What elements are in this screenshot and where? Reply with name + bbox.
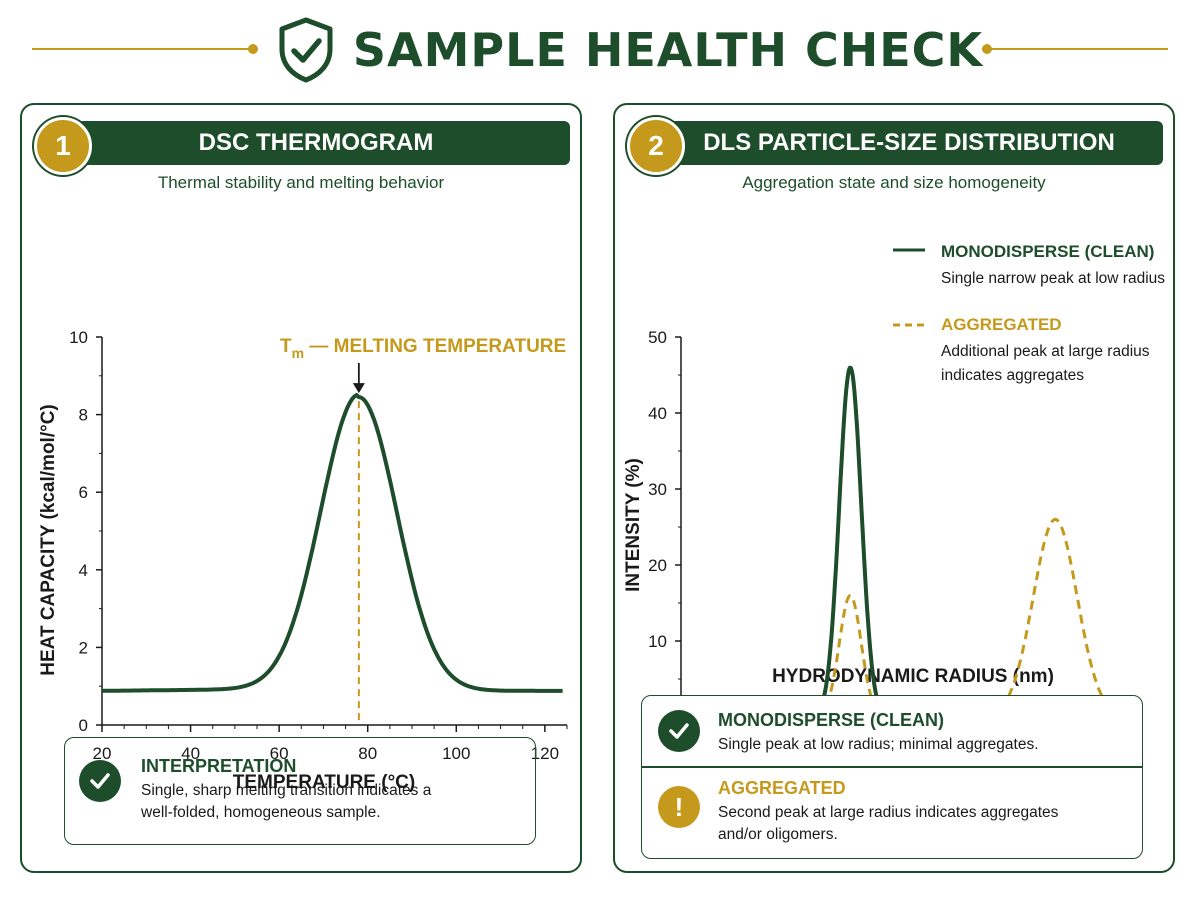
legend-name-aggregated: AGGREGATED [941, 315, 1062, 334]
dls-y-tick-label: 30 [648, 480, 667, 499]
page-header: SAMPLE HEALTH CHECK [0, 0, 1200, 100]
legend-name-monodisperse: MONODISPERSE (CLEAN) [941, 242, 1154, 261]
summary-aggregated-title: AGGREGATED [718, 778, 846, 798]
dsc-y-tick-label: 6 [79, 483, 88, 502]
interpretation-line: well-folded, homogeneous sample. [141, 804, 381, 821]
dsc-tm-symbol: T [280, 336, 292, 357]
legend-desc-aggregated: Additional peak at large radius [941, 343, 1150, 360]
dsc-chart: HEAT CAPACITY (kcal/mol/°C) TEMPERATURE … [38, 328, 568, 793]
summary-aggregated-text: Second peak at large radius indicates ag… [718, 802, 1058, 846]
summary-divider [642, 766, 1142, 768]
dsc-x-tick-label: 60 [270, 744, 289, 763]
dsc-y-tick-label: 4 [79, 561, 88, 580]
aggregated-exclamation-icon: ! [658, 786, 700, 828]
summary-aggregated-line: and/or oligomers. [718, 826, 838, 843]
dsc-x-tick-label: 100 [442, 744, 470, 763]
interpretation-line: Single, sharp melting transition indicat… [141, 782, 432, 799]
dsc-y-tick-label: 8 [79, 406, 88, 425]
dls-subtitle: Aggregation state and size homogeneity [742, 173, 1046, 192]
dsc-y-tick-label: 2 [79, 638, 88, 657]
dls-chart: INTENSITY (%) HYDRODYNAMIC RADIUS (nm) M… [623, 242, 1165, 695]
dls-y-tick-label: 40 [648, 404, 667, 423]
dls-number-badge: 2 [627, 117, 685, 175]
dls-x-axis-label: HYDRODYNAMIC RADIUS (nm) [772, 666, 1054, 687]
dls-legend: MONODISPERSE (CLEAN) Single narrow peak … [893, 242, 1165, 360]
monodisperse-check-icon [658, 710, 700, 752]
title-group: SAMPLE HEALTH CHECK [270, 14, 990, 86]
dsc-y-axis-label: HEAT CAPACITY (kcal/mol/°C) [38, 404, 59, 676]
dls-y-axis-label: INTENSITY (%) [623, 458, 644, 592]
dsc-curve [101, 393, 563, 693]
dls-y-tick-label: 20 [648, 556, 667, 575]
dsc-x-tick-label: 20 [93, 744, 112, 763]
dls-y-tick-label: 50 [648, 328, 667, 347]
dsc-subtitle: Thermal stability and melting behavior [157, 173, 445, 192]
dsc-y-tick-label: 10 [69, 328, 88, 347]
legend-desc-monodisperse: Single narrow peak at low radius [941, 270, 1165, 287]
summary-monodisperse-text: Single peak at low radius; minimal aggre… [718, 736, 1039, 753]
dsc-y-tick-label: 0 [79, 716, 88, 735]
interpretation-text: Single, sharp melting transition indicat… [141, 780, 431, 824]
dsc-x-tick-label: 40 [181, 744, 200, 763]
shield-check-icon [279, 17, 333, 83]
header-rule-left [32, 48, 252, 50]
summary-box: MONODISPERSE (CLEAN) Single peak at low … [641, 695, 1143, 859]
dsc-tm-annotation: Tm — MELTING TEMPERATURE [280, 336, 566, 361]
header-rule-right [990, 48, 1168, 50]
dsc-x-axis-label: TEMPERATURE (°C) [233, 772, 415, 793]
interpretation-box: INTERPRETATION Single, sharp melting tra… [64, 737, 536, 845]
legend-desc-aggregated-cont: indicates aggregates [941, 367, 1084, 384]
page-title: SAMPLE HEALTH CHECK [352, 23, 984, 77]
dls-panel: DLS PARTICLE-SIZE DISTRIBUTION 2 Aggrega… [613, 103, 1175, 873]
tm-arrow-head [352, 383, 365, 394]
dsc-x-tick-label: 120 [531, 744, 559, 763]
summary-aggregated-line: Second peak at large radius indicates ag… [718, 804, 1059, 821]
header-dot-right [982, 44, 992, 54]
interpretation-title: INTERPRETATION [141, 756, 297, 776]
dsc-tm-subscript: m [292, 345, 304, 361]
interpretation-check-icon [79, 760, 121, 802]
dsc-number-badge: 1 [34, 117, 92, 175]
dsc-tm-label: — MELTING TEMPERATURE [304, 336, 566, 357]
header-dot-left [248, 44, 258, 54]
dls-y-tick-label: 10 [648, 632, 667, 651]
dsc-panel: DSC THERMOGRAM 1 Thermal stability and m… [20, 103, 582, 873]
dsc-heading: DSC THERMOGRAM [62, 121, 570, 165]
dls-heading: DLS PARTICLE-SIZE DISTRIBUTION [655, 121, 1163, 165]
summary-monodisperse-title: MONODISPERSE (CLEAN) [718, 710, 945, 730]
monodisperse-curve [822, 365, 879, 695]
dsc-x-tick-label: 80 [358, 744, 377, 763]
